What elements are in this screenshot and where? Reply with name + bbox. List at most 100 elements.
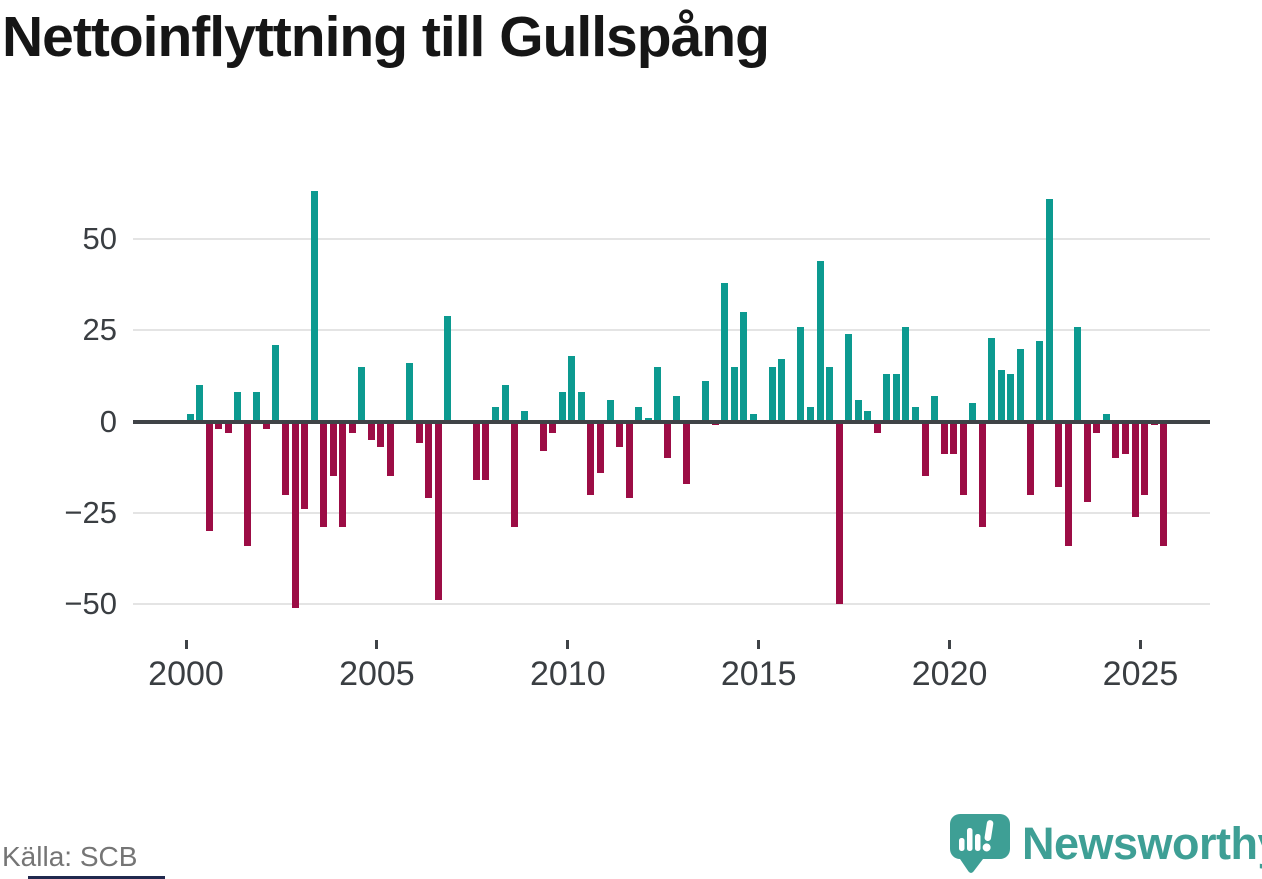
y-gridline--25 (133, 511, 1210, 514)
bar-2021-q3 (1007, 374, 1015, 422)
bar-2006-q1 (415, 421, 423, 444)
source-caption: Källa: SCB (2, 841, 138, 872)
bar-2017-q3 (854, 399, 862, 422)
newsworthy-logo: Newsworthy (948, 813, 1262, 875)
x-axis-tick-2015 (757, 640, 761, 649)
bar-2010-q2 (577, 392, 585, 422)
bar-2003-q4 (329, 421, 337, 477)
bar-2018-q3 (892, 374, 900, 422)
bar-2019-q2 (921, 421, 929, 477)
bar-2013-q1 (682, 421, 690, 484)
bar-2012-q3 (663, 421, 671, 458)
bar-2005-q1 (377, 421, 385, 448)
bar-2021-q4 (1016, 348, 1024, 422)
bar-2014-q1 (721, 282, 728, 422)
x-axis-label-2000: 2000 (148, 655, 224, 693)
y-axis-label-50: 50 (82, 220, 117, 256)
bar-2023-q3 (1083, 421, 1091, 502)
bar-2003-q1 (301, 421, 308, 510)
bar-2009-q2 (539, 421, 547, 451)
bar-2020-q3 (969, 403, 977, 422)
bar-2010-q3 (587, 421, 595, 495)
bar-2017-q1 (835, 421, 843, 605)
bar-2017-q4 (864, 410, 872, 422)
y-axis-label--50: −50 (64, 586, 117, 622)
bar-2007-q4 (482, 421, 490, 480)
bar-2004-q4 (367, 421, 375, 440)
x-axis-tick-2000 (184, 640, 188, 649)
bar-2022-q4 (1055, 421, 1063, 488)
bar-2020-q1 (950, 421, 958, 455)
y-axis-label--25: −25 (64, 494, 117, 530)
bar-2016-q3 (816, 260, 824, 422)
x-axis-label-2020: 2020 (911, 655, 988, 693)
bar-2019-q3 (931, 395, 938, 422)
bar-2004-q1 (339, 421, 347, 528)
bar-2016-q4 (826, 366, 833, 422)
bar-2001-q3 (243, 421, 251, 546)
bar-2004-q2 (348, 421, 356, 433)
newsworthy-logo-icon (950, 814, 1010, 873)
bar-2001-q4 (253, 392, 261, 422)
bar-2014-q4 (749, 414, 757, 422)
y-axis-label-25: 25 (82, 312, 117, 348)
bar-2000-q3 (205, 421, 213, 532)
x-axis-zero-line (133, 419, 1210, 424)
bar-2001-q1 (224, 421, 232, 433)
bar-2023-q1 (1064, 421, 1072, 546)
y-gridline-50 (133, 237, 1210, 240)
bar-2002-q4 (291, 421, 299, 608)
bar-2000-q2 (196, 385, 203, 422)
bar-2018-q2 (883, 374, 891, 422)
bar-2018-q1 (873, 421, 881, 433)
bar-2007-q3 (472, 421, 480, 480)
bar-2006-q2 (425, 421, 433, 499)
bar-2006-q3 (434, 421, 442, 601)
bar-2009-q4 (558, 392, 566, 422)
y-gridline--50 (133, 603, 1210, 606)
bar-2024-q2 (1112, 421, 1120, 458)
footer-accent-strip (28, 876, 165, 879)
bar-2025-q1 (1141, 421, 1148, 495)
bar-2010-q1 (568, 355, 576, 422)
x-axis-tick-2020 (948, 640, 952, 649)
bar-2012-q4 (673, 395, 681, 422)
bar-2016-q2 (806, 406, 814, 422)
bar-2019-q4 (940, 421, 948, 455)
bar-2005-q2 (386, 421, 394, 477)
bar-2002-q2 (272, 344, 280, 422)
bar-2022-q1 (1026, 421, 1034, 495)
bar-2017-q2 (845, 333, 853, 422)
bar-2014-q2 (730, 366, 738, 422)
x-axis-label-2015: 2015 (720, 655, 797, 693)
bar-2024-q4 (1131, 421, 1139, 517)
bar-2000-q4 (215, 421, 223, 429)
x-axis-tick-2005 (375, 640, 379, 649)
bar-2011-q1 (606, 399, 614, 422)
x-axis-label-2010: 2010 (529, 655, 606, 693)
y-axis-label-0: 0 (99, 403, 117, 439)
x-axis-tick-2010 (566, 640, 570, 649)
bar-2023-q2 (1074, 326, 1082, 422)
bar-2012-q2 (654, 366, 662, 422)
chart-title: Nettoinflyttning till Gullspång (2, 5, 770, 69)
bar-2010-q4 (596, 421, 604, 473)
bar-2025-q3 (1160, 421, 1168, 546)
y-gridline-25 (133, 329, 1210, 332)
bar-2006-q4 (444, 315, 452, 422)
bar-2016-q1 (797, 326, 805, 422)
x-axis-label-2025: 2025 (1102, 655, 1179, 693)
bar-2005-q4 (406, 363, 413, 422)
x-axis-label-2005: 2005 (339, 655, 415, 693)
bar-2015-q3 (778, 359, 786, 422)
bar-2013-q3 (701, 381, 709, 422)
bar-2011-q4 (635, 406, 643, 422)
bar-2023-q4 (1093, 421, 1101, 433)
bar-2002-q3 (281, 421, 289, 495)
bar-2014-q3 (740, 311, 748, 422)
bar-2008-q1 (491, 406, 499, 422)
bar-2009-q3 (549, 421, 557, 433)
bar-2008-q2 (501, 385, 509, 422)
bar-2003-q2 (310, 191, 318, 422)
